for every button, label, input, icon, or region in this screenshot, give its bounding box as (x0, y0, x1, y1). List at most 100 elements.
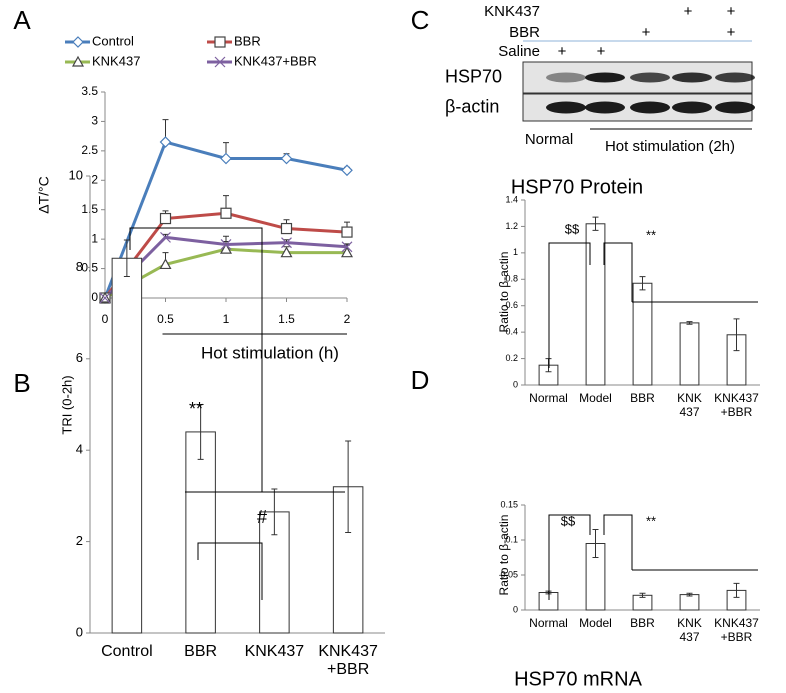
annotation: $$ (561, 513, 576, 528)
bar (111, 257, 143, 634)
blot-band (585, 72, 625, 83)
significance-bracket (197, 542, 263, 600)
marker (159, 136, 172, 148)
error-bar (733, 318, 740, 352)
y-tick-label: 0.1 (505, 534, 518, 544)
panel-label: A (13, 5, 31, 35)
blot-band (715, 72, 755, 83)
significance-bracket (603, 242, 633, 302)
x-tick-label: 1.5 (278, 312, 295, 326)
y-tick-label: 0.8 (505, 274, 518, 284)
blot-band (585, 101, 625, 114)
y-tick-label: 0.6 (505, 300, 518, 310)
y-tick-label: 0.15 (500, 499, 518, 509)
chart-title: HSP70 mRNA (514, 668, 642, 690)
x-tick-label: Model (579, 391, 612, 405)
error-bar (123, 239, 130, 278)
marker (220, 239, 232, 250)
treatment-mark: + (642, 24, 651, 41)
panel-label: D (411, 365, 430, 395)
bar (679, 594, 700, 611)
marker (71, 55, 85, 67)
bar (185, 431, 216, 634)
y-tick-label: 1 (91, 231, 98, 245)
normal-label: Normal (525, 131, 573, 148)
y-axis-label: Ratio to β-actin (497, 515, 511, 596)
marker (280, 222, 293, 235)
legend-label: Control (92, 33, 134, 48)
y-tick-label: 1 (513, 247, 518, 257)
marker (220, 207, 232, 219)
x-tick-label: 2 (344, 312, 351, 326)
marker (341, 226, 353, 238)
treatment-mark: + (558, 43, 567, 60)
treatment-mark: + (684, 3, 693, 20)
x-tick-label: Normal (529, 616, 568, 630)
y-tick-label: 8 (76, 259, 83, 274)
blot-band (672, 101, 712, 114)
panel-label: B (13, 368, 30, 398)
error-bar (686, 592, 693, 597)
error-bar (592, 529, 599, 558)
bar (679, 322, 700, 386)
y-tick-label: 1.4 (505, 194, 518, 204)
x-tick-label: KNK 437 (677, 616, 702, 644)
annotation: ** (646, 227, 656, 242)
annotation: $$ (565, 221, 580, 236)
y-tick-label: 0 (513, 379, 518, 389)
blot-band (672, 72, 712, 83)
y-tick-label: 0.2 (505, 353, 518, 363)
y-tick-label: 2 (76, 533, 83, 548)
y-tick-label: 3 (91, 114, 98, 128)
y-tick-label: 0.4 (505, 327, 518, 337)
y-tick-label: 0 (91, 290, 98, 304)
x-tick-label: Model (579, 616, 612, 630)
x-tick-label: KNK437 +BBR (318, 643, 378, 679)
treatment-label: Saline (498, 43, 540, 60)
treatment-mark: + (597, 43, 606, 60)
marker (72, 36, 84, 48)
blot-band (630, 101, 670, 114)
annotation: ** (189, 399, 203, 419)
chart-title: HSP70 Protein (511, 176, 643, 198)
y-tick-label: 2.5 (81, 143, 98, 157)
legend-label: KNK437+BBR (234, 53, 317, 68)
x-tick-label: KNK 437 (677, 391, 702, 419)
treatment-mark: + (727, 24, 736, 41)
marker (214, 56, 226, 68)
error-bar (639, 276, 646, 291)
x-tick-label: Normal (529, 391, 568, 405)
blot-band (546, 101, 586, 114)
y-tick-label: 6 (76, 350, 83, 365)
marker (214, 36, 226, 48)
y-tick-label: 10 (69, 167, 83, 182)
group-label: Hot stimulation (2h) (605, 138, 735, 155)
y-tick-label: 2 (91, 172, 98, 186)
significance-bracket (603, 514, 633, 570)
error-bar (345, 440, 352, 533)
annotation: # (257, 507, 267, 527)
error-bar (197, 404, 204, 460)
blot-band (630, 72, 670, 83)
marker (159, 212, 172, 225)
treatment-mark: + (727, 3, 736, 20)
y-tick-label: 0.05 (500, 569, 518, 579)
y-axis-label: TRI (0-2h) (59, 375, 74, 434)
blot-row-label: β-actin (445, 96, 499, 116)
marker (159, 258, 172, 270)
bar (585, 223, 606, 386)
y-axis-label: ΔT/°C (36, 176, 52, 214)
x-tick-label: BBR (184, 643, 218, 660)
error-bar (592, 216, 599, 231)
x-tick-label: 1 (223, 312, 230, 326)
treatment-label: BBR (509, 24, 540, 41)
significance-bracket (129, 227, 263, 492)
x-axis-label: Hot stimulation (h) (201, 343, 339, 362)
x-tick-label: KNK437 +BBR (714, 391, 759, 419)
bar (632, 282, 653, 386)
blot-row-label: HSP70 (445, 66, 502, 86)
marker (340, 246, 354, 258)
marker (219, 242, 233, 254)
